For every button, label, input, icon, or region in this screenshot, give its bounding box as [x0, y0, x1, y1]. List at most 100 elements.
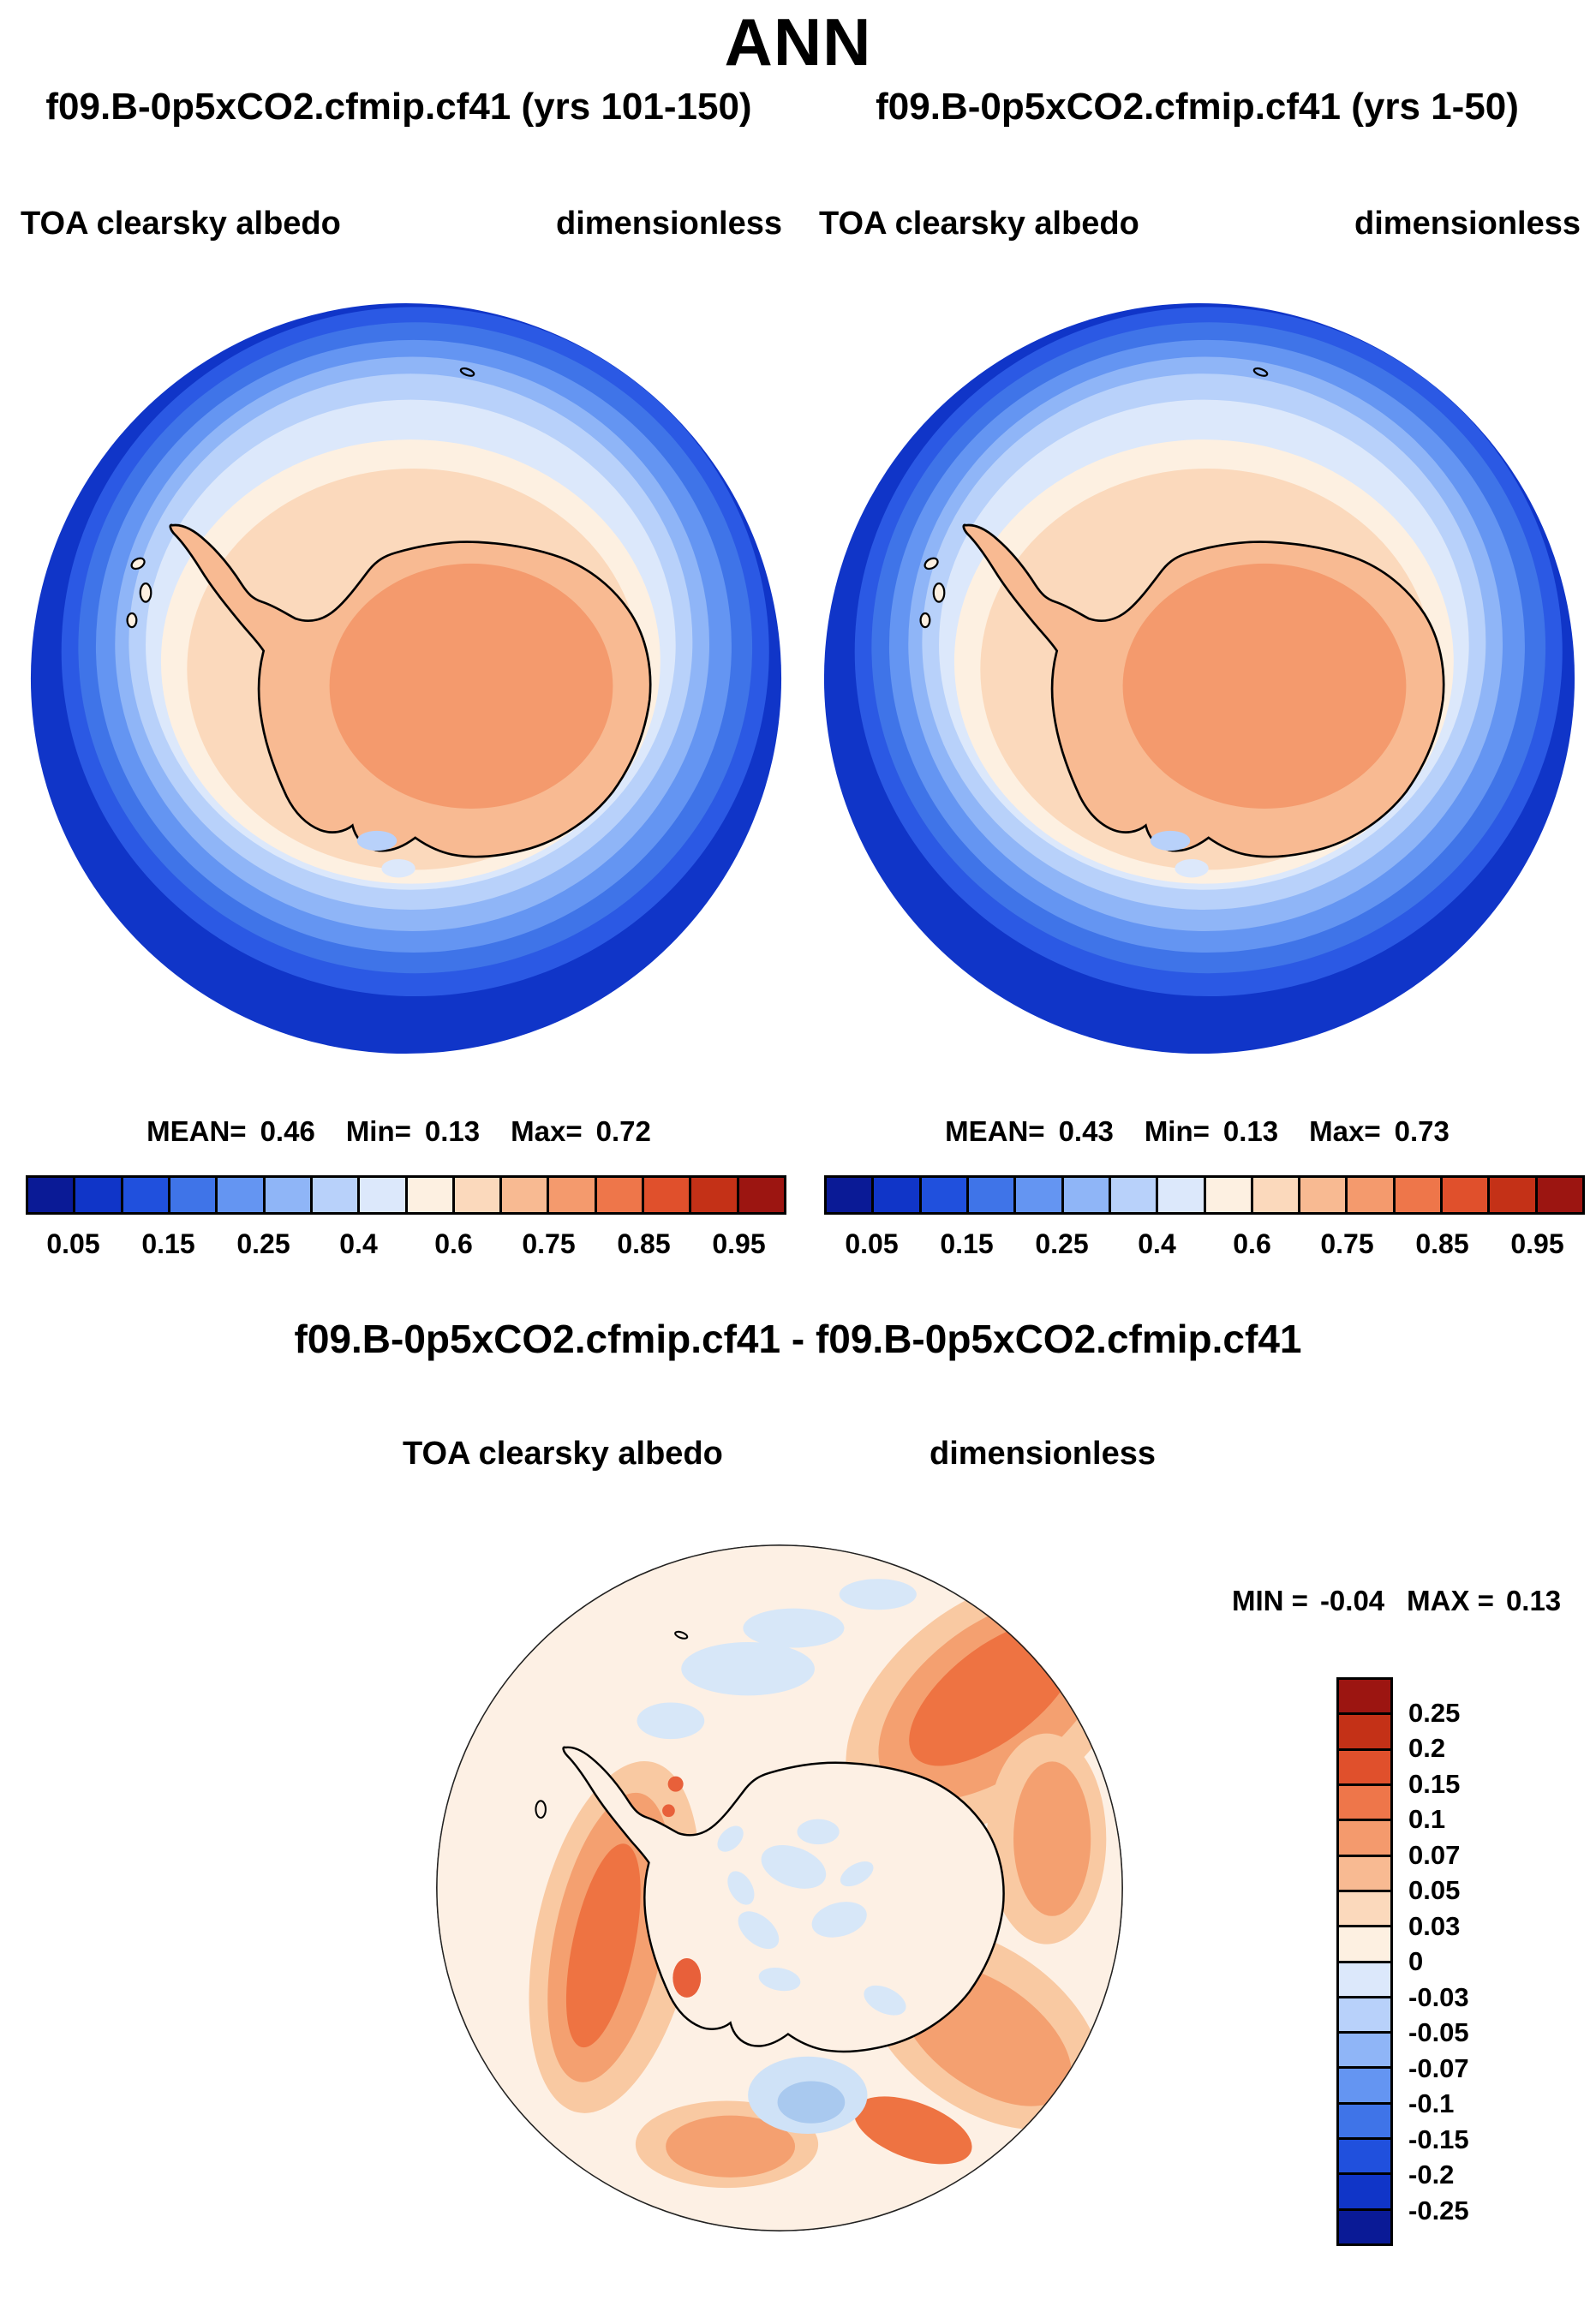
- field-row-left: TOA clearsky albedo dimensionless: [0, 206, 798, 242]
- diff-min-value: -0.04: [1319, 1585, 1385, 1616]
- diff-colorbar-tick-label: 0.2: [1408, 1733, 1446, 1763]
- diff-colorbar-ticks: 0.25 0.2 0.15 0.1 0.07 0.05 0.03 0 -0.03 -0.05 -0.…: [1408, 1677, 1545, 2246]
- colorbar-segment: [75, 1178, 123, 1212]
- colorbar-tick-label: 0.15: [940, 1228, 994, 1259]
- albedo-map-right-svg: [816, 296, 1582, 1061]
- colorbar-tick-label: 0.95: [712, 1228, 766, 1259]
- albedo-colorbar-right: [824, 1175, 1585, 1215]
- min-label: Min=: [345, 1115, 411, 1147]
- colorbar-segment: [1339, 1715, 1390, 1751]
- diff-field-label: TOA clearsky albedo: [403, 1436, 723, 1472]
- colorbar-tick-label: 0.75: [522, 1228, 576, 1259]
- colorbar-tick-label: 0.6: [1233, 1228, 1271, 1259]
- colorbar-segment: [1339, 2034, 1390, 2070]
- diff-min-label: MIN =: [1232, 1585, 1308, 1616]
- colorbar-tick-label: 0.85: [617, 1228, 671, 1259]
- min-label: Min=: [1144, 1115, 1210, 1147]
- colorbar-segment: [644, 1178, 692, 1212]
- colorbar-segment: [1110, 1178, 1159, 1212]
- diff-max-label: MAX =: [1407, 1585, 1494, 1616]
- max-label: Max=: [1309, 1115, 1381, 1147]
- colorbar-segment: [1339, 2175, 1390, 2211]
- difference-map-svg: [436, 1544, 1123, 2231]
- colorbar-segment: [691, 1178, 739, 1212]
- colorbar-segment: [123, 1178, 170, 1212]
- colorbar-segment: [1205, 1178, 1253, 1212]
- colorbar-segment: [921, 1178, 969, 1212]
- colorbar-segment: [265, 1178, 313, 1212]
- diff-colorbar-tick-label: 0.15: [1408, 1768, 1461, 1799]
- difference-map: [428, 1537, 1131, 2239]
- stats-left: MEAN= 0.46 Min= 0.13 Max= 0.72: [0, 1115, 798, 1148]
- diff-colorbar-tick-label: -0.1: [1408, 2088, 1455, 2118]
- stats-right: MEAN= 0.43 Min= 0.13 Max= 0.73: [798, 1115, 1596, 1148]
- colorbar-tick-label: 0.75: [1320, 1228, 1374, 1259]
- diff-colorbar-tick-label: -0.05: [1408, 2017, 1469, 2047]
- colorbar-segment: [1339, 1927, 1390, 1963]
- colorbar-segment: [1443, 1178, 1491, 1212]
- colorbar-segment: [1063, 1178, 1111, 1212]
- colorbar-segment: [1490, 1178, 1538, 1212]
- colorbar-segment: [1339, 2140, 1390, 2176]
- albedo-colorbar-ticks-left: 0.05 0.15 0.25 0.4 0.6 0.75 0.85 0.95: [26, 1228, 786, 1263]
- diff-colorbar-tick-label: 0: [1408, 1946, 1424, 1976]
- diff-colorbar-tick-label: -0.25: [1408, 2195, 1469, 2225]
- colorbar-segment: [502, 1178, 550, 1212]
- colorbar-tick-label: 0.05: [46, 1228, 100, 1259]
- mean-label: MEAN=: [945, 1115, 1045, 1147]
- colorbar-segment: [1339, 2069, 1390, 2105]
- colorbar-segment: [407, 1178, 455, 1212]
- colorbar-segment: [1339, 1962, 1390, 1998]
- colorbar-segment: [1016, 1178, 1064, 1212]
- max-value: 0.73: [1394, 1115, 1450, 1147]
- diff-colorbar-tick-label: 0.03: [1408, 1910, 1461, 1941]
- max-value: 0.72: [595, 1115, 651, 1147]
- colorbar-segment: [360, 1178, 408, 1212]
- albedo-map-yrs1-50: [816, 296, 1582, 1061]
- colorbar-segment: [1158, 1178, 1206, 1212]
- albedo-colorbar-left: [26, 1175, 786, 1215]
- colorbar-segment: [454, 1178, 503, 1212]
- colorbar-segment: [218, 1178, 266, 1212]
- colorbar-segment: [1395, 1178, 1444, 1212]
- colorbar-segment: [738, 1178, 784, 1212]
- colorbar-segment: [827, 1178, 875, 1212]
- albedo-map-left-svg: [23, 296, 789, 1061]
- mean-label: MEAN=: [146, 1115, 247, 1147]
- min-value: 0.13: [424, 1115, 481, 1147]
- field-label-right: TOA clearsky albedo: [819, 206, 1139, 242]
- diff-colorbar-tick-label: -0.03: [1408, 1981, 1469, 2012]
- colorbar-segment: [1537, 1178, 1582, 1212]
- units-label-left: dimensionless: [556, 206, 782, 242]
- colorbar-segment: [1339, 1785, 1390, 1822]
- colorbar-segment: [1339, 2210, 1390, 2243]
- mean-value: 0.46: [260, 1115, 315, 1147]
- colorbar-tick-label: 0.85: [1415, 1228, 1469, 1259]
- colorbar-segment: [1339, 1998, 1390, 2034]
- colorbar-tick-label: 0.95: [1510, 1228, 1564, 1259]
- colorbar-segment: [968, 1178, 1017, 1212]
- colorbar-segment: [874, 1178, 922, 1212]
- diff-colorbar-tick-label: -0.2: [1408, 2160, 1455, 2190]
- units-label-right: dimensionless: [1354, 206, 1581, 242]
- mean-value: 0.43: [1058, 1115, 1114, 1147]
- colorbar-tick-label: 0.4: [339, 1228, 378, 1259]
- field-label-left: TOA clearsky albedo: [21, 206, 341, 242]
- colorbar-tick-label: 0.25: [236, 1228, 290, 1259]
- colorbar-tick-label: 0.4: [1138, 1228, 1176, 1259]
- diff-colorbar-tick-label: 0.1: [1408, 1804, 1446, 1834]
- colorbar-segment: [1339, 2104, 1390, 2141]
- colorbar-segment: [1252, 1178, 1301, 1212]
- colorbar-segment: [1339, 1750, 1390, 1786]
- diff-stats: MIN = -0.04 MAX = 0.13: [1232, 1585, 1561, 1617]
- diff-colorbar-tick-label: 0.05: [1408, 1875, 1461, 1905]
- figure-title: ANN: [724, 4, 872, 80]
- diff-colorbar: [1336, 1677, 1393, 2246]
- case-title-left: f09.B-0p5xCO2.cfmip.cf41 (yrs 101-150): [45, 86, 752, 128]
- colorbar-segment: [1339, 1891, 1390, 1928]
- albedo-map-yrs101-150: [23, 296, 789, 1061]
- diff-colorbar-tick-label: 0.25: [1408, 1697, 1461, 1728]
- diff-colorbar-tick-label: -0.15: [1408, 2124, 1469, 2154]
- colorbar-segment: [1339, 1680, 1390, 1716]
- field-row-right: TOA clearsky albedo dimensionless: [798, 206, 1596, 242]
